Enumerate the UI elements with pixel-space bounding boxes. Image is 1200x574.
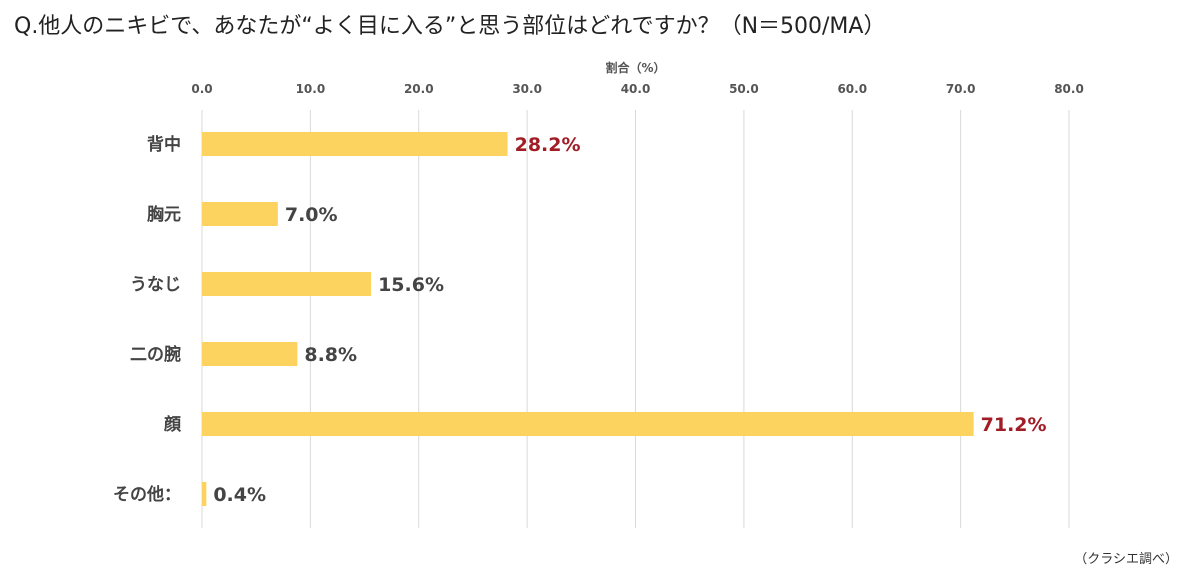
value-label: 71.2%: [981, 414, 1047, 436]
tick-label: 80.0: [1054, 82, 1084, 96]
x-axis-title: 割合（%）: [605, 60, 665, 75]
bars: [202, 132, 974, 506]
tick-label: 70.0: [946, 82, 976, 96]
value-label: 15.6%: [378, 274, 444, 296]
value-label: 8.8%: [304, 344, 357, 366]
value-labels: 28.2% 7.0% 15.6% 8.8% 71.2% 0.4%: [213, 134, 1046, 506]
tick-label: 40.0: [621, 82, 651, 96]
tick-label: 0.0: [191, 82, 212, 96]
bar: [202, 132, 508, 156]
bar: [202, 412, 974, 436]
tick-label: 60.0: [837, 82, 867, 96]
bar: [202, 342, 298, 366]
source-note: （クラシエ調べ）: [1074, 552, 1178, 567]
grid-lines: [201, 110, 1070, 528]
x-axis-ticks: 0.0 10.0 20.0 30.0 40.0 50.0 60.0 70.0 80.0: [191, 82, 1083, 96]
bar: [202, 482, 207, 506]
tick-label: 50.0: [729, 82, 759, 96]
value-label: 7.0%: [285, 204, 338, 226]
tick-label: 30.0: [512, 82, 542, 96]
value-label: 28.2%: [515, 134, 581, 156]
category-label: 二の腕: [130, 344, 181, 365]
category-label: 顔: [163, 414, 182, 435]
category-label: 胸元: [147, 204, 181, 225]
category-label: その他：: [113, 484, 181, 505]
question-title: Q.他人のニキビで、あなたが“よく目に入る”と思う部位はどれですか？（N＝500…: [14, 14, 886, 39]
tick-label: 20.0: [404, 82, 434, 96]
category-label: うなじ: [130, 275, 181, 295]
tick-label: 10.0: [296, 82, 326, 96]
value-label: 0.4%: [213, 484, 266, 506]
bar: [202, 272, 372, 296]
category-label: 背中: [147, 134, 181, 155]
bar: [202, 202, 278, 226]
